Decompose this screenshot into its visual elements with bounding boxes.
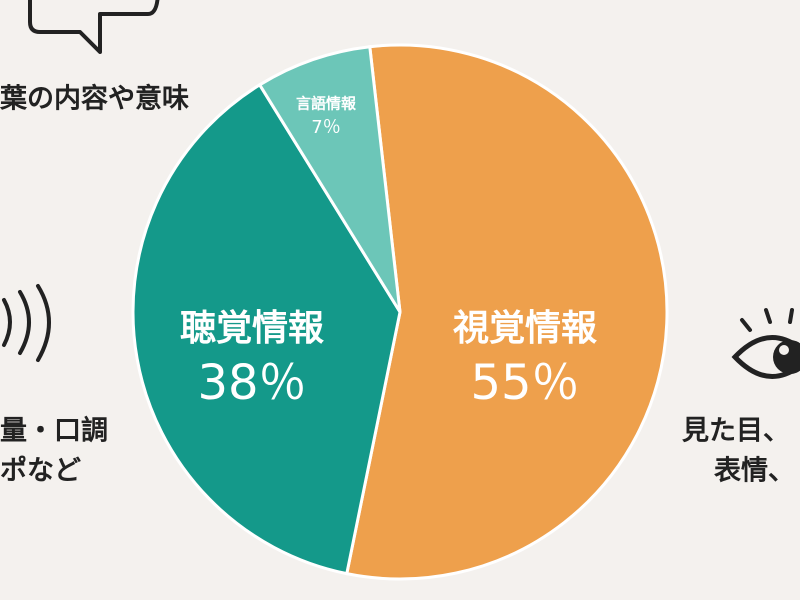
annotation: 表情、	[714, 456, 795, 487]
slice-label: 言語情報	[296, 95, 357, 113]
pie-slice	[131, 82, 402, 576]
sound-icon	[2, 284, 51, 362]
slice-value-label: 7％	[311, 117, 340, 138]
pie-slice	[257, 45, 402, 313]
annotation: 葉の内容や意味	[0, 83, 189, 115]
pie-slice	[344, 43, 669, 581]
annotation: 見た目、	[682, 416, 790, 447]
slice-value-label: 55％	[470, 355, 579, 411]
slice-label: 聴覚情報	[180, 308, 324, 349]
pie: 視覚情報 55％ 聴覚情報 38％ 言語情報 7％	[131, 43, 669, 581]
slice-label: 視覚情報	[453, 308, 597, 349]
slice-value-label: 38％	[197, 355, 306, 411]
annotation: 量・口調	[0, 415, 108, 447]
annotation: ポなど	[0, 456, 81, 487]
eye-icon	[731, 308, 800, 379]
speech-icon	[28, 0, 160, 54]
